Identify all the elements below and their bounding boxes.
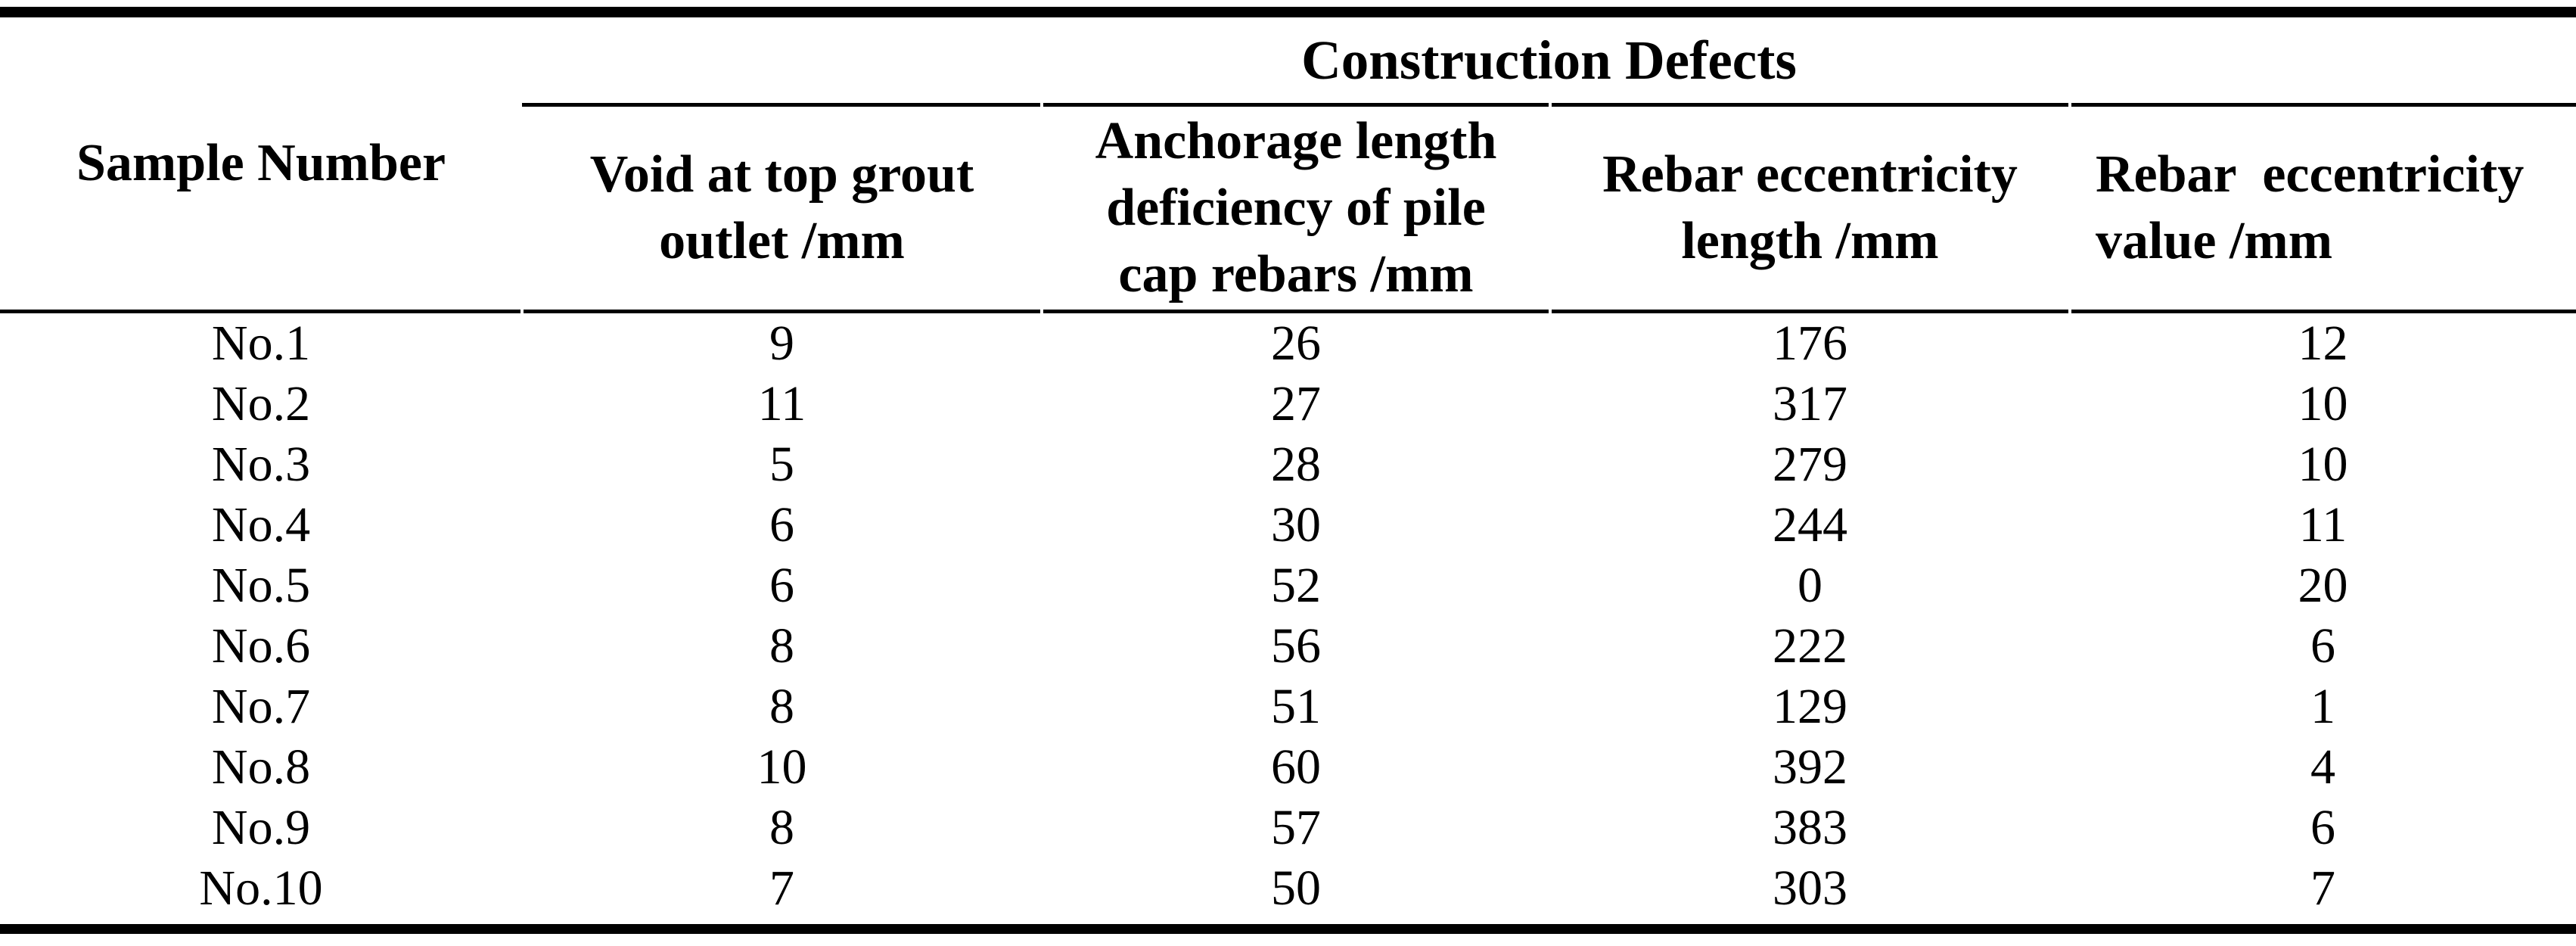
sample-number-cell: No.9 [211, 800, 311, 855]
table-row: No.5 6 52 0 20 [0, 555, 2576, 616]
rule-segment [1552, 103, 2068, 107]
anchorage-cell: 56 [1271, 618, 1321, 674]
rule-segment [2071, 103, 2576, 107]
span-header-label: Construction Defects [1301, 29, 1797, 91]
ecc-length-cell: 303 [1773, 860, 1847, 916]
anchorage-cell: 50 [1271, 860, 1321, 916]
header-line: Anchorage length [1095, 112, 1497, 170]
ecc-length-cell: 129 [1773, 679, 1847, 734]
ecc-value-cell: 6 [2310, 800, 2335, 855]
sample-number-cell: No.8 [211, 739, 311, 795]
anchorage-cell: 57 [1271, 800, 1321, 855]
table-header: Sample Number Construction Defects Void … [0, 17, 2576, 310]
col-header-rebar-eccentricity-value: Rebar eccentricity value /mm [2070, 107, 2576, 310]
ecc-value-cell: 4 [2310, 739, 2335, 795]
void-cell: 6 [769, 558, 794, 613]
rule-segment [524, 310, 1040, 313]
header-line: Rebar eccentricity [2096, 145, 2525, 204]
ecc-value-cell: 7 [2310, 860, 2335, 916]
sample-number-cell: No.3 [211, 437, 311, 492]
void-cell: 8 [769, 800, 794, 855]
anchorage-cell: 26 [1271, 316, 1321, 371]
header-line: outlet /mm [659, 212, 905, 270]
anchorage-cell: 28 [1271, 437, 1321, 492]
table-row: No.2 11 27 317 10 [0, 374, 2576, 434]
void-cell: 9 [769, 316, 794, 371]
table-row: No.8 10 60 392 4 [0, 737, 2576, 798]
void-cell: 8 [769, 679, 794, 734]
table-row: No.1 9 26 176 12 [0, 313, 2576, 374]
table-row: No.10 7 50 303 7 [0, 858, 2576, 919]
anchorage-cell: 27 [1271, 376, 1321, 431]
void-cell: 10 [757, 739, 807, 795]
rule-segment [1552, 310, 2068, 313]
sample-number-cell: No.10 [199, 860, 323, 916]
table-bottom-rule [0, 924, 2576, 934]
anchorage-cell: 30 [1271, 497, 1321, 552]
header-line: Void at top grout [589, 145, 974, 204]
sample-number-cell: No.7 [211, 679, 311, 734]
ecc-value-cell: 20 [2298, 558, 2348, 613]
ecc-length-cell: 392 [1773, 739, 1847, 795]
header-bottom-rule [0, 310, 2576, 313]
ecc-value-cell: 6 [2310, 618, 2335, 674]
table-row: No.7 8 51 129 1 [0, 677, 2576, 737]
header-line: deficiency of pile [1106, 179, 1486, 237]
anchorage-cell: 51 [1271, 679, 1321, 734]
construction-defects-underline [522, 103, 2576, 107]
sample-number-cell: No.1 [211, 316, 311, 371]
ecc-length-cell: 176 [1773, 316, 1847, 371]
rule-segment [1043, 103, 1549, 107]
col-header-sample-number: Sample Number [0, 17, 522, 310]
void-cell: 5 [769, 437, 794, 492]
col-header-rebar-eccentricity-length: Rebar eccentricity length /mm [1550, 107, 2070, 310]
col-header-void-at-top-grout: Void at top grout outlet /mm [522, 107, 1042, 310]
rule-segment [0, 310, 520, 313]
anchorage-cell: 60 [1271, 739, 1321, 795]
table-row: No.4 6 30 244 11 [0, 495, 2576, 555]
void-cell: 8 [769, 618, 794, 674]
void-cell: 7 [769, 860, 794, 916]
ecc-value-cell: 12 [2298, 316, 2348, 371]
header-line: Sample Number [76, 134, 446, 192]
ecc-length-cell: 222 [1773, 618, 1847, 674]
anchorage-cell: 52 [1271, 558, 1321, 613]
void-cell: 6 [769, 497, 794, 552]
header-line: Rebar eccentricity [1602, 145, 2018, 204]
ecc-value-cell: 11 [2298, 497, 2348, 552]
table-row: No.6 8 56 222 6 [0, 616, 2576, 677]
rule-segment [522, 103, 1040, 107]
ecc-length-cell: 317 [1773, 376, 1847, 431]
col-header-anchorage-deficiency: Anchorage length deficiency of pile cap … [1042, 107, 1550, 310]
sample-number-cell: No.5 [211, 558, 311, 613]
table-body: No.1 9 26 176 12 No.2 11 27 317 10 No.3 … [0, 313, 2576, 919]
table-row: No.9 8 57 383 6 [0, 798, 2576, 858]
header-line: cap rebars /mm [1118, 245, 1474, 303]
ecc-length-cell: 383 [1773, 800, 1847, 855]
span-header-construction-defects: Construction Defects [522, 17, 2576, 103]
header-line: length /mm [1681, 212, 1939, 270]
sample-number-cell: No.6 [211, 618, 311, 674]
header-line: value /mm [2096, 212, 2333, 270]
void-cell: 11 [757, 376, 806, 431]
ecc-length-cell: 279 [1773, 437, 1847, 492]
sample-number-cell: No.2 [211, 376, 311, 431]
table-top-rule [0, 7, 2576, 17]
ecc-value-cell: 1 [2310, 679, 2335, 734]
rule-segment [2071, 310, 2576, 313]
ecc-value-cell: 10 [2298, 376, 2348, 431]
ecc-length-cell: 0 [1798, 558, 1822, 613]
ecc-length-cell: 244 [1773, 497, 1847, 552]
table-row: No.3 5 28 279 10 [0, 434, 2576, 495]
sample-number-cell: No.4 [211, 497, 311, 552]
ecc-value-cell: 10 [2298, 437, 2348, 492]
rule-segment [1043, 310, 1549, 313]
